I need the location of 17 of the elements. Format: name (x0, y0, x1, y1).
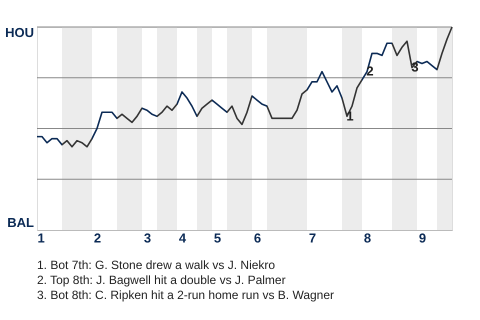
text: BAL (7, 215, 34, 230)
x-tick-label: 2 (94, 230, 102, 246)
x-tick-label: 3 (144, 230, 152, 246)
x-tick-label: 4 (178, 230, 187, 246)
x-tick-label: 7 (308, 230, 316, 246)
x-tick-label: 1 (38, 230, 45, 246)
annotation: 1 (346, 108, 354, 124)
annotation: 3 (411, 60, 419, 75)
x-tick-label: 9 (418, 230, 426, 246)
annotation: 2 (366, 64, 374, 79)
text: HOU (5, 25, 34, 40)
x-tick-label: 6 (254, 230, 262, 246)
text: 2. Top 8th: J. Bagwell hit a double vs J. Palmer (37, 273, 286, 287)
x-tick-label: 5 (214, 230, 222, 246)
text: 3. Bot 8th: C. Ripken hit a 2-run home run vs B. Wagner (37, 288, 334, 302)
text: 1. Bot 7th: G. Stone drew a walk vs J. Niekro (37, 258, 276, 272)
x-tick-label: 8 (364, 230, 372, 246)
